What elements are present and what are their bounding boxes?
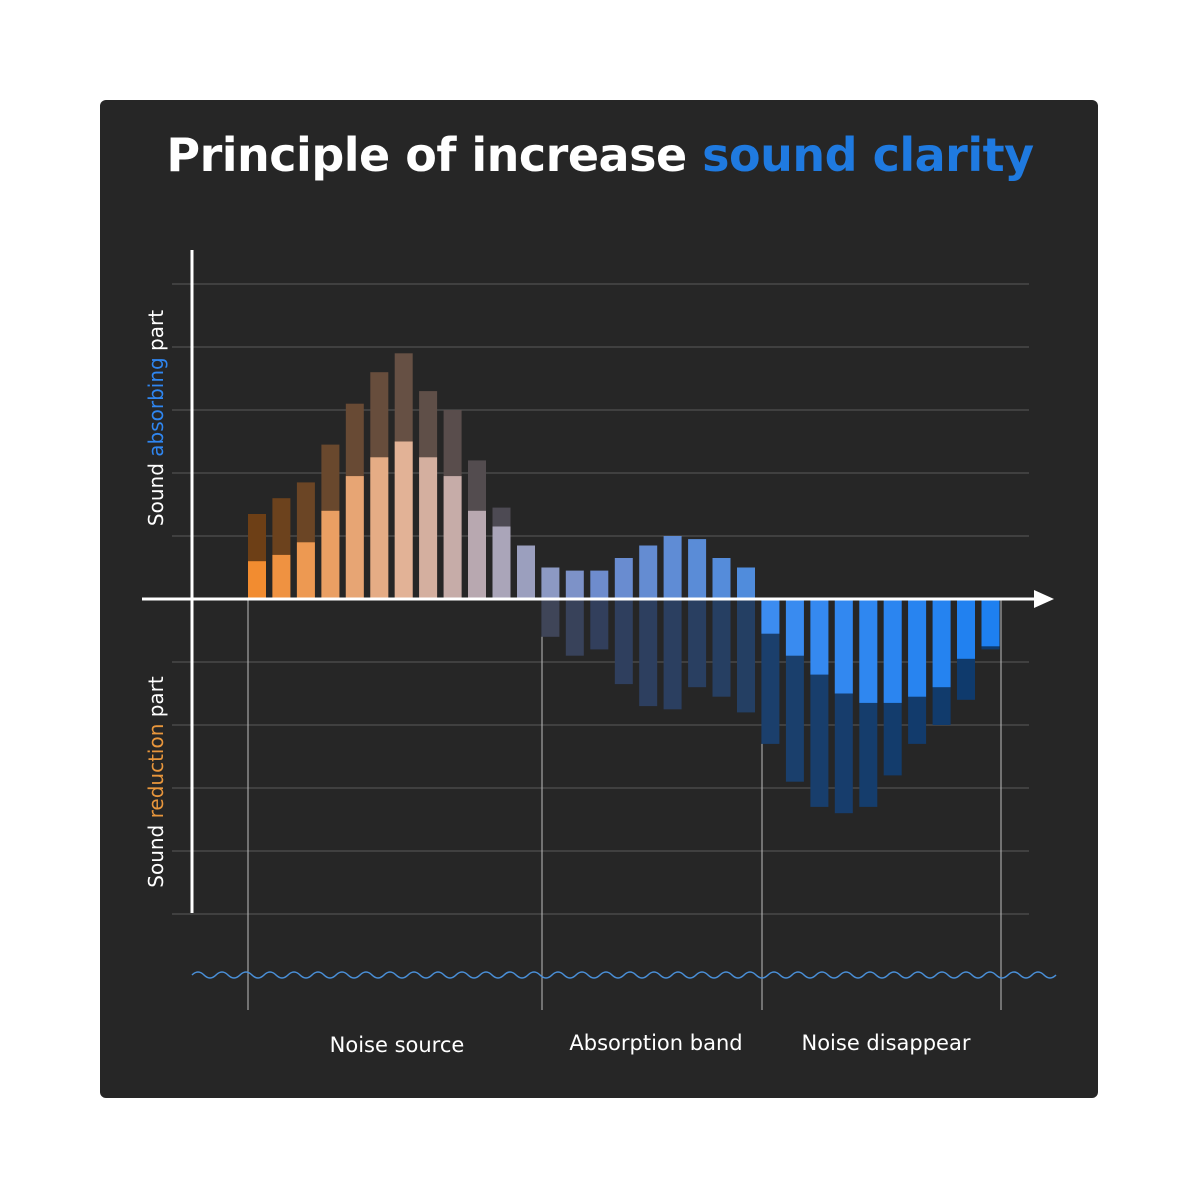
front-bar — [419, 457, 438, 600]
front-bar — [908, 599, 927, 697]
front-bar — [517, 545, 535, 599]
front-bar — [394, 441, 413, 599]
front-bar — [345, 476, 364, 599]
front-bar — [639, 545, 658, 599]
front-bar — [321, 510, 340, 599]
front-bar — [468, 510, 486, 599]
front-bar — [590, 570, 609, 599]
shadow-bar — [688, 599, 707, 688]
front-bar — [785, 599, 804, 656]
front-bar — [370, 457, 389, 600]
front-bar — [272, 554, 291, 599]
shadow-bar — [590, 599, 609, 650]
front-bar — [443, 476, 462, 599]
shadow-bar — [737, 599, 755, 713]
x-axis-arrow-icon — [1034, 590, 1054, 608]
front-bar — [712, 558, 731, 599]
front-bar — [981, 599, 1000, 647]
front-bar — [761, 599, 780, 634]
front-bar — [737, 567, 755, 599]
front-bar — [614, 558, 633, 599]
front-bar — [248, 561, 266, 599]
shadow-bar — [663, 599, 682, 710]
shadow-bar — [541, 599, 560, 637]
front-bar — [957, 599, 975, 659]
title-main-text: Principle of increase — [166, 128, 687, 182]
front-bar — [296, 542, 315, 599]
chart-title: Principle of increase sound clarity — [0, 128, 1200, 182]
front-bar — [565, 570, 584, 599]
category-label-noise-disappear: Noise disappear — [802, 1031, 971, 1055]
y-lower-label: Sound reduction part — [144, 676, 168, 888]
front-bar — [859, 599, 878, 703]
baseline-wave — [191, 971, 1057, 979]
front-bar — [810, 599, 829, 675]
front-bar — [883, 599, 902, 703]
shadow-bar — [639, 599, 658, 707]
shadow-bar — [614, 599, 633, 685]
front-bar — [663, 536, 682, 599]
shadow-bar — [712, 599, 731, 697]
category-label-noise-source: Noise source — [330, 1033, 465, 1057]
front-bar — [492, 526, 511, 599]
shadow-bar — [565, 599, 584, 656]
category-label-absorption-band: Absorption band — [569, 1031, 742, 1055]
front-bar — [541, 567, 560, 599]
title-accent-text: sound clarity — [702, 128, 1034, 182]
front-bar — [834, 599, 853, 694]
front-bar — [688, 539, 707, 599]
front-bar-series — [248, 441, 1000, 703]
shadow-bar — [761, 599, 780, 744]
y-upper-label: Sound absorbing part — [144, 310, 168, 526]
front-bar — [932, 599, 951, 688]
